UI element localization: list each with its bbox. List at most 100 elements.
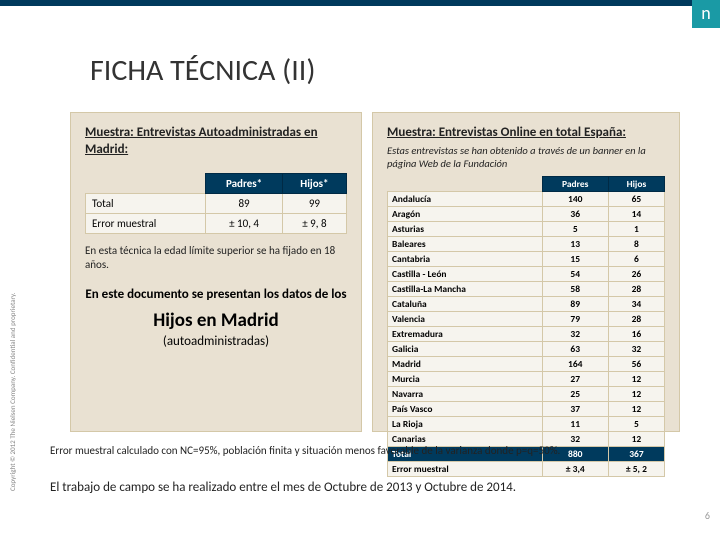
table-row: Total8999 <box>86 193 347 213</box>
cell: 15 <box>542 252 608 267</box>
table-row: Error muestral± 3,4± 5, 2 <box>388 462 665 477</box>
cell: 37 <box>542 402 608 417</box>
left-table: Padres*Hijos* Total8999Error muestral± 1… <box>85 173 347 234</box>
cell: 28 <box>608 282 664 297</box>
col-header <box>86 173 206 193</box>
cell: 36 <box>542 207 608 222</box>
table-row: La Rioja115 <box>388 417 665 432</box>
cell: 5 <box>608 417 664 432</box>
table-row: Madrid16456 <box>388 357 665 372</box>
col-header: Hijos <box>608 177 664 192</box>
cell: 32 <box>608 342 664 357</box>
table-row: Cataluña8934 <box>388 297 665 312</box>
cell: ± 9, 8 <box>282 213 346 233</box>
cell: 8 <box>608 237 664 252</box>
right-heading: Muestra: Entrevistas Online en total Esp… <box>387 125 665 142</box>
cell: 28 <box>608 312 664 327</box>
cell: 79 <box>542 312 608 327</box>
cell: Cataluña <box>388 297 543 312</box>
table-row: Cantabria156 <box>388 252 665 267</box>
left-under-line: (autoadministradas) <box>85 334 347 349</box>
cell: 12 <box>608 387 664 402</box>
copyright-sidetext: Copyright © 2012 The Nielsen Company. Co… <box>8 292 17 491</box>
table-row: Extremadura3216 <box>388 327 665 342</box>
brand-logo: n <box>692 0 720 28</box>
cell: 12 <box>608 402 664 417</box>
table-row: Andalucía14065 <box>388 192 665 207</box>
cell: 11 <box>542 417 608 432</box>
cell: Castilla-La Mancha <box>388 282 543 297</box>
cell: ± 3,4 <box>542 462 608 477</box>
cell: 25 <box>542 387 608 402</box>
page-number: 6 <box>705 509 710 522</box>
cell: 63 <box>542 342 608 357</box>
table-row: Galicia6332 <box>388 342 665 357</box>
cell: 6 <box>608 252 664 267</box>
cell: La Rioja <box>388 417 543 432</box>
right-panel: Muestra: Entrevistas Online en total Esp… <box>372 112 680 432</box>
left-panel: Muestra: Entrevistas Autoadministradas e… <box>70 112 362 432</box>
cell: 140 <box>542 192 608 207</box>
cell: Error muestral <box>388 462 543 477</box>
table-row: Aragón3614 <box>388 207 665 222</box>
col-header: Padres <box>542 177 608 192</box>
cell: 99 <box>282 193 346 213</box>
cell: Total <box>86 193 206 213</box>
cell: País Vasco <box>388 402 543 417</box>
table-row: Error muestral± 10, 4± 9, 8 <box>86 213 347 233</box>
col-header <box>388 177 543 192</box>
cell: Aragón <box>388 207 543 222</box>
right-subnote: Estas entrevistas se han obtenido a trav… <box>387 144 665 170</box>
cell: Error muestral <box>86 213 206 233</box>
cell: 14 <box>608 207 664 222</box>
table-row: País Vasco3712 <box>388 402 665 417</box>
cell: ± 5, 2 <box>608 462 664 477</box>
table-row: Castilla-La Mancha5828 <box>388 282 665 297</box>
cell: 16 <box>608 327 664 342</box>
cell: Extremadura <box>388 327 543 342</box>
cell: 13 <box>542 237 608 252</box>
cell: Cantabria <box>388 252 543 267</box>
cell: 32 <box>542 327 608 342</box>
cell: 12 <box>608 372 664 387</box>
cell: Baleares <box>388 237 543 252</box>
col-header: Hijos* <box>282 173 346 193</box>
footnote-error: Error muestral calculado con NC=95%, pob… <box>50 444 680 458</box>
cell: 34 <box>608 297 664 312</box>
cell: 5 <box>542 222 608 237</box>
cell: ± 10, 4 <box>206 213 283 233</box>
cell: Castilla - León <box>388 267 543 282</box>
table-row: Asturias51 <box>388 222 665 237</box>
table-row: Castilla - León5426 <box>388 267 665 282</box>
col-header: Padres* <box>206 173 283 193</box>
cell: Madrid <box>388 357 543 372</box>
cell: 89 <box>542 297 608 312</box>
left-note: En esta técnica la edad límite superior … <box>85 244 347 273</box>
cell: 1 <box>608 222 664 237</box>
cell: 65 <box>608 192 664 207</box>
right-table: PadresHijos Andalucía14065Aragón3614Astu… <box>387 176 665 477</box>
table-row: Murcia2712 <box>388 372 665 387</box>
footnote-fieldwork: El trabajo de campo se ha realizado entr… <box>50 480 680 495</box>
cell: 164 <box>542 357 608 372</box>
cell: 58 <box>542 282 608 297</box>
cell: 54 <box>542 267 608 282</box>
cell: Asturias <box>388 222 543 237</box>
cell: Galicia <box>388 342 543 357</box>
cell: Andalucía <box>388 192 543 207</box>
page-title: FICHA TÉCNICA (II) <box>90 52 315 89</box>
table-row: Navarra2512 <box>388 387 665 402</box>
table-row: Valencia7928 <box>388 312 665 327</box>
cell: Navarra <box>388 387 543 402</box>
left-intro-line: En este documento se presentan los datos… <box>85 286 347 304</box>
left-heading: Muestra: Entrevistas Autoadministradas e… <box>85 125 347 159</box>
table-row: Baleares138 <box>388 237 665 252</box>
cell: Valencia <box>388 312 543 327</box>
cell: 27 <box>542 372 608 387</box>
cell: 89 <box>206 193 283 213</box>
top-accent-bar <box>0 0 720 6</box>
cell: 56 <box>608 357 664 372</box>
left-big-line: Hijos en Madrid <box>85 309 347 332</box>
cell: 26 <box>608 267 664 282</box>
cell: Murcia <box>388 372 543 387</box>
